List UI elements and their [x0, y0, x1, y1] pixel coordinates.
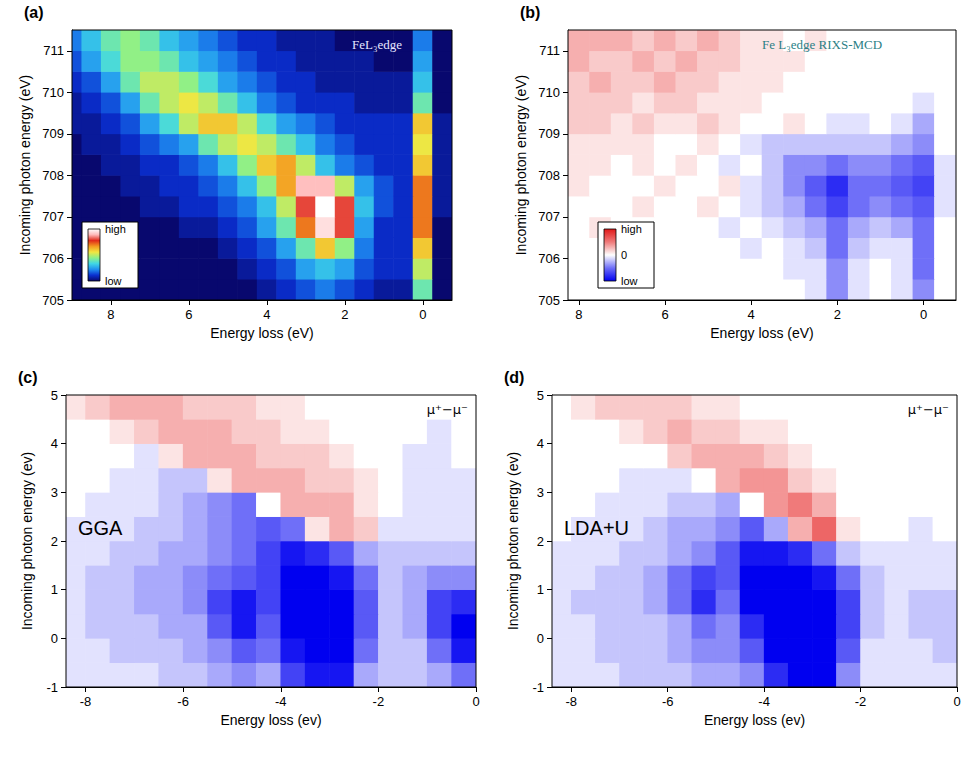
svg-text:-6: -6 [177, 694, 189, 709]
svg-text:Energy loss (ev): Energy loss (ev) [704, 712, 805, 728]
svg-text:2: 2 [341, 307, 348, 322]
svg-text:5: 5 [51, 388, 58, 403]
svg-text:-1: -1 [532, 680, 544, 695]
svg-text:Energy loss (eV): Energy loss (eV) [710, 325, 813, 341]
svg-text:2: 2 [834, 307, 841, 322]
svg-text:1: 1 [51, 582, 58, 597]
svg-text:-8: -8 [80, 694, 92, 709]
svg-text:708: 708 [538, 168, 560, 183]
svg-text:Energy loss (eV): Energy loss (eV) [210, 325, 313, 341]
svg-text:Incoming photon energy (eV): Incoming photon energy (eV) [513, 75, 529, 256]
svg-text:705: 705 [538, 293, 560, 308]
svg-text:-4: -4 [275, 694, 287, 709]
svg-text:Fe L₃edge RIXS-MCD: Fe L₃edge RIXS-MCD [762, 37, 882, 52]
svg-text:706: 706 [538, 251, 560, 266]
svg-text:711: 711 [43, 43, 64, 58]
svg-text:Incoming photon energy (eV): Incoming photon energy (eV) [17, 75, 33, 256]
svg-text:Incoming photon energy (ev): Incoming photon energy (ev) [19, 452, 35, 630]
svg-text:FeL₃edge: FeL₃edge [352, 37, 402, 52]
svg-text:3: 3 [51, 485, 58, 500]
svg-text:(a): (a) [24, 4, 44, 21]
svg-text:1: 1 [537, 582, 544, 597]
svg-text:-2: -2 [373, 694, 385, 709]
svg-text:4: 4 [748, 307, 755, 322]
svg-text:710: 710 [42, 85, 64, 100]
svg-text:4: 4 [51, 436, 58, 451]
svg-text:0: 0 [51, 631, 58, 646]
svg-text:high: high [621, 223, 642, 235]
svg-text:6: 6 [661, 307, 668, 322]
svg-text:2: 2 [537, 534, 544, 549]
svg-text:706: 706 [42, 251, 64, 266]
svg-text:0: 0 [537, 631, 544, 646]
svg-text:-8: -8 [566, 694, 578, 709]
svg-text:(b): (b) [520, 4, 540, 21]
svg-text:4: 4 [537, 436, 544, 451]
svg-text:6: 6 [185, 307, 192, 322]
svg-text:8: 8 [107, 307, 114, 322]
svg-text:low: low [621, 275, 638, 287]
svg-text:705: 705 [42, 293, 64, 308]
svg-text:0: 0 [920, 307, 927, 322]
svg-text:709: 709 [42, 126, 64, 141]
svg-text:2: 2 [51, 534, 58, 549]
svg-text:Energy loss (ev): Energy loss (ev) [220, 712, 321, 728]
svg-text:707: 707 [42, 209, 64, 224]
svg-text:-4: -4 [758, 694, 770, 709]
svg-text:8: 8 [575, 307, 582, 322]
svg-text:0: 0 [621, 249, 627, 261]
svg-text:high: high [105, 223, 126, 235]
svg-text:5: 5 [537, 388, 544, 403]
svg-text:LDA+U: LDA+U [564, 517, 629, 539]
svg-text:710: 710 [538, 85, 560, 100]
svg-text:GGA: GGA [78, 517, 123, 539]
svg-text:-6: -6 [662, 694, 674, 709]
svg-text:709: 709 [538, 126, 560, 141]
svg-text:708: 708 [42, 168, 64, 183]
svg-text:low: low [105, 275, 122, 287]
svg-text:Incoming photon energy (ev): Incoming photon energy (ev) [505, 452, 521, 630]
svg-text:μ⁺−μ⁻: μ⁺−μ⁻ [427, 402, 468, 417]
svg-text:0: 0 [472, 694, 479, 709]
svg-text:-2: -2 [855, 694, 867, 709]
svg-text:(c): (c) [18, 369, 38, 386]
svg-text:711: 711 [539, 43, 560, 58]
svg-text:3: 3 [537, 485, 544, 500]
svg-text:(d): (d) [504, 369, 524, 386]
svg-text:μ⁺−μ⁻: μ⁺−μ⁻ [908, 402, 949, 417]
svg-text:0: 0 [953, 694, 960, 709]
svg-text:707: 707 [538, 209, 560, 224]
svg-text:4: 4 [263, 307, 270, 322]
svg-text:0: 0 [419, 307, 426, 322]
svg-text:-1: -1 [46, 680, 58, 695]
